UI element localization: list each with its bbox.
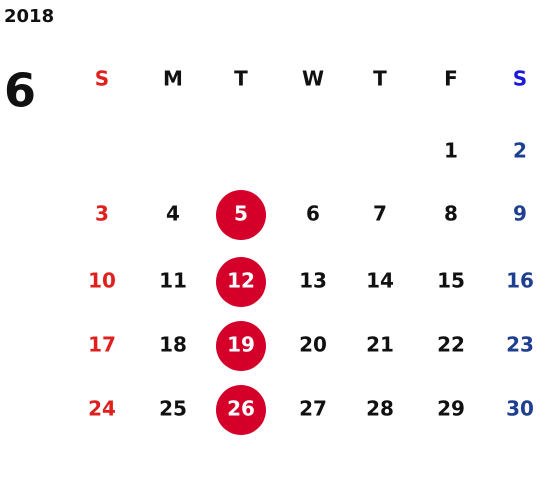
- day-number: 16: [506, 269, 534, 293]
- day-number: 11: [159, 269, 187, 293]
- day-number: 23: [506, 333, 534, 357]
- day-number: 18: [159, 333, 187, 357]
- day-number: 29: [437, 397, 465, 421]
- day-number: 30: [506, 397, 534, 421]
- day-number: 7: [373, 202, 387, 226]
- weekday-label: W: [302, 67, 324, 91]
- weekday-label: F: [444, 67, 458, 91]
- day-number: 22: [437, 333, 465, 357]
- day-number: 19: [227, 333, 255, 357]
- day-number: 28: [366, 397, 394, 421]
- day-number: 27: [299, 397, 327, 421]
- day-number: 2: [513, 139, 527, 163]
- day-number: 20: [299, 333, 327, 357]
- day-number: 6: [306, 202, 320, 226]
- day-number: 4: [166, 202, 180, 226]
- highlight-circle: [216, 385, 266, 435]
- highlight-circle: [216, 321, 266, 371]
- day-number: 9: [513, 202, 527, 226]
- weekday-label: T: [234, 67, 248, 91]
- day-number: 1: [444, 139, 458, 163]
- weekday-label: M: [163, 67, 183, 91]
- day-number: 21: [366, 333, 394, 357]
- day-number: 13: [299, 269, 327, 293]
- day-number: 26: [227, 397, 255, 421]
- day-number: 3: [95, 202, 109, 226]
- weekday-label: S: [95, 67, 109, 91]
- day-number: 15: [437, 269, 465, 293]
- day-number: 12: [227, 269, 255, 293]
- highlight-circle: [216, 190, 266, 240]
- day-number: 25: [159, 397, 187, 421]
- day-number: 5: [234, 202, 248, 226]
- year: 2018: [4, 6, 54, 27]
- weekday-label: T: [373, 67, 387, 91]
- day-number: 24: [88, 397, 116, 421]
- weekday-label: S: [513, 67, 527, 91]
- day-number: 14: [366, 269, 394, 293]
- day-number: 8: [444, 202, 458, 226]
- day-number: 17: [88, 333, 116, 357]
- day-number: 10: [88, 269, 116, 293]
- month: 6: [4, 64, 36, 118]
- highlight-circle: [216, 257, 266, 307]
